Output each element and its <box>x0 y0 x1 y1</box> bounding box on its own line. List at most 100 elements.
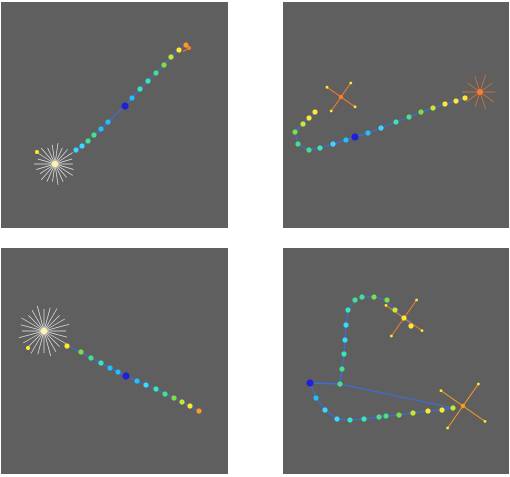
star-ray <box>40 147 56 165</box>
trajectory-dot <box>339 366 345 372</box>
trajectory-dot <box>341 351 347 357</box>
star-ray <box>18 330 45 339</box>
trajectory-dot <box>98 360 104 366</box>
trajectory-dot <box>79 143 85 149</box>
trajectory-dot <box>343 322 349 328</box>
star-ray <box>36 305 45 332</box>
trajectory-dot <box>383 413 389 419</box>
trajectory-dot <box>439 407 445 413</box>
trajectory-dot <box>345 307 351 313</box>
trajectory-dot <box>196 408 202 414</box>
trajectory-dot <box>153 70 159 76</box>
trajectory-path <box>294 97 466 151</box>
trajectory-dot <box>88 355 94 361</box>
star-ray <box>43 330 68 338</box>
star-ray <box>54 143 59 165</box>
trajectory-dot <box>153 386 159 392</box>
cross-ray <box>403 299 418 319</box>
trajectory-dot <box>98 126 104 132</box>
cross-ray <box>340 96 356 108</box>
trajectory-canvas <box>306 294 487 430</box>
trajectory-dot <box>371 294 377 300</box>
trajectory-dot <box>393 119 399 125</box>
star-ray <box>43 330 52 357</box>
cross-tip <box>420 329 424 332</box>
cross-ray <box>390 317 405 337</box>
trajectory-path <box>309 382 341 385</box>
trajectory-dot <box>365 130 371 136</box>
trajectory-path <box>309 368 454 421</box>
trajectory-path <box>66 345 200 412</box>
trajectory-dot <box>384 297 390 303</box>
trajectory-canvas <box>34 42 191 185</box>
cross-tip <box>329 109 333 113</box>
star-ray <box>20 324 45 332</box>
trajectory-dot <box>306 115 312 121</box>
trajectory-dot <box>168 54 174 60</box>
trajectory-dot <box>162 391 168 397</box>
trajectory-dot <box>292 129 298 135</box>
cross-ray <box>403 317 423 332</box>
trajectory-dot <box>330 141 336 147</box>
trajectory-dot <box>137 86 143 92</box>
star-ray <box>43 330 60 347</box>
star-ray <box>54 149 68 165</box>
trajectory-dot <box>300 121 306 127</box>
star-ray <box>54 163 74 170</box>
trajectory-dot <box>187 403 193 409</box>
cross-tip <box>325 85 329 89</box>
trajectory-dot <box>442 101 448 107</box>
trajectory-canvas <box>18 305 202 414</box>
trajectory-dot <box>143 382 149 388</box>
trajectory-dot <box>347 417 353 423</box>
star-ray <box>54 152 73 165</box>
star-ray <box>21 317 45 332</box>
trajectory-panel-bottom-right <box>283 248 509 474</box>
trajectory-dot <box>115 369 121 375</box>
trajectory-dot <box>343 137 349 143</box>
trajectory-dot <box>306 147 312 153</box>
cross-tip <box>483 420 487 423</box>
trajectory-dot <box>64 343 70 349</box>
trajectory-dot <box>161 62 167 68</box>
star-ray <box>28 330 45 347</box>
tick-marker-line <box>182 47 190 53</box>
star-ray <box>54 163 59 185</box>
trajectory-dot <box>453 98 459 104</box>
trajectory-dot <box>73 147 79 153</box>
trajectory-dot <box>430 105 436 111</box>
star-marker-core <box>52 161 58 167</box>
trajectory-dot <box>378 125 384 131</box>
trajectory-dot <box>312 109 318 115</box>
star-ray <box>54 163 64 182</box>
tick-marker <box>26 346 30 350</box>
star-ray <box>37 330 45 355</box>
trajectory-dot <box>134 378 140 384</box>
cross-ray <box>462 405 486 422</box>
trajectory-dot <box>179 399 185 405</box>
trajectory-dot <box>91 132 97 138</box>
cross-marker-center <box>460 403 466 409</box>
trajectory-dot <box>392 307 398 313</box>
trajectory-dot <box>406 114 412 120</box>
cross-tip <box>446 426 449 430</box>
trajectory-dot <box>396 412 402 418</box>
cross-tip <box>477 382 480 386</box>
star-ray <box>30 330 45 354</box>
trajectory-dot <box>425 408 431 414</box>
star-ray <box>43 307 51 332</box>
cross-ray <box>447 405 464 429</box>
trajectory-dot <box>361 416 367 422</box>
star-ray <box>28 315 45 332</box>
trajectory-dot <box>408 323 414 329</box>
cross-tip <box>415 298 418 302</box>
cross-tip <box>439 389 443 392</box>
star-ray <box>40 163 56 181</box>
trajectory-dot <box>183 42 189 48</box>
star-ray <box>43 330 57 352</box>
star-ray <box>43 315 60 332</box>
trajectory-dot <box>171 395 177 401</box>
trajectory-dot <box>145 78 151 84</box>
cross-ray <box>326 86 342 98</box>
tick-marker <box>35 150 39 154</box>
